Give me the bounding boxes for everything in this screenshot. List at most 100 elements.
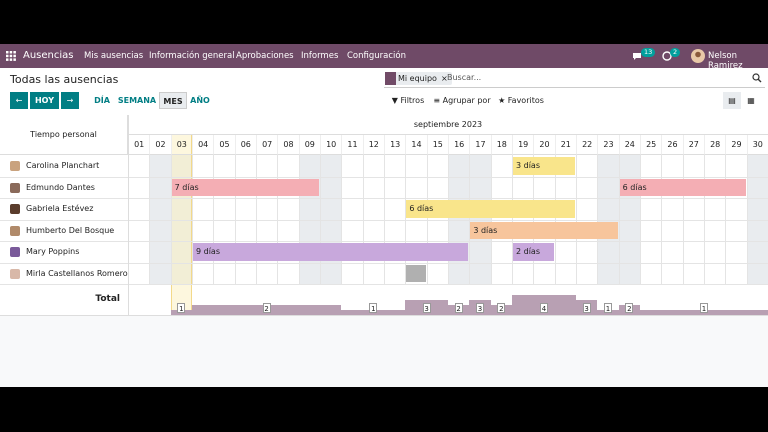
day-header: 17 bbox=[469, 135, 491, 155]
leave-bar[interactable]: 6 días bbox=[619, 178, 746, 196]
total-value: 2 bbox=[625, 303, 634, 313]
bottom-border bbox=[0, 315, 768, 316]
next-button[interactable]: → bbox=[61, 92, 79, 109]
leave-bar-label: 7 días bbox=[174, 182, 199, 192]
day-header: 08 bbox=[277, 135, 299, 155]
total-value: 3 bbox=[422, 303, 431, 313]
total-value: 1 bbox=[177, 303, 186, 313]
today-column bbox=[170, 135, 192, 315]
row-line bbox=[0, 176, 768, 178]
day-header: 22 bbox=[576, 135, 598, 155]
day-header: 04 bbox=[192, 135, 214, 155]
prev-button[interactable]: ← bbox=[10, 92, 28, 109]
leave-bar[interactable]: 9 días bbox=[193, 243, 469, 261]
total-label: Total bbox=[95, 294, 120, 304]
total-value: 2 bbox=[262, 303, 271, 313]
favorites-button[interactable]: ★ Favoritos bbox=[498, 96, 544, 105]
day-header: 02 bbox=[149, 135, 171, 155]
user-name[interactable]: Nelson Ramirez bbox=[708, 51, 743, 71]
day-header: 20 bbox=[533, 135, 555, 155]
search-placeholder[interactable]: Buscar... bbox=[447, 73, 482, 82]
row-line bbox=[0, 262, 768, 264]
day-header: 11 bbox=[341, 135, 363, 155]
total-value: 3 bbox=[476, 303, 484, 313]
employee-name: Humberto Del Bosque bbox=[26, 225, 115, 235]
day-header: 14 bbox=[405, 135, 427, 155]
leave-bar[interactable]: 7 días bbox=[171, 178, 319, 196]
day-header: 01 bbox=[128, 135, 150, 155]
search-icon[interactable] bbox=[752, 73, 762, 83]
day-header: 18 bbox=[490, 135, 512, 155]
employee-name: Mary Poppins bbox=[26, 247, 80, 256]
total-value: 1 bbox=[604, 303, 612, 313]
groupby-button[interactable]: ≡ Agrupar por bbox=[433, 96, 491, 105]
employee-avatar bbox=[10, 268, 20, 279]
leave-bar-label: 6 días bbox=[622, 182, 647, 192]
leave-bar-label: 9 días bbox=[196, 247, 221, 256]
leave-bar-label: 6 días bbox=[409, 204, 434, 213]
leave-bar[interactable]: 3 días bbox=[513, 157, 575, 175]
employee-name: Mirla Castellanos Romero bbox=[26, 268, 128, 278]
view-title: Todas las ausencias bbox=[10, 73, 119, 86]
day-header: 27 bbox=[682, 135, 704, 155]
gantt: Tiempo personal septiembre 2023 01 02 03 04 05… bbox=[0, 115, 768, 316]
day-header: 30 bbox=[746, 135, 768, 155]
row-line bbox=[0, 284, 768, 285]
apps-icon[interactable] bbox=[6, 51, 16, 61]
today-button[interactable]: HOY bbox=[30, 92, 59, 109]
scale-button[interactable]: MES bbox=[159, 92, 187, 109]
day-header: 07 bbox=[256, 135, 278, 155]
activity-badge: 2 bbox=[670, 48, 681, 57]
filters-button[interactable]: ▼ Filtros bbox=[391, 96, 425, 105]
menu-item[interactable]: Configuración bbox=[347, 51, 406, 61]
calendar-view-button[interactable]: ▦ bbox=[747, 96, 755, 105]
employee-avatar bbox=[10, 161, 20, 171]
day-header: 23 bbox=[597, 135, 619, 155]
menu-item[interactable]: Información general bbox=[149, 51, 235, 61]
month-header: septiembre 2023 bbox=[128, 115, 768, 135]
leave-bar[interactable]: 6 días bbox=[406, 200, 575, 218]
day-header: 05 bbox=[213, 135, 235, 155]
avatar[interactable] bbox=[691, 49, 705, 63]
employee-avatar bbox=[10, 225, 20, 236]
facet-remove[interactable]: × bbox=[440, 74, 448, 83]
total-value: 1 bbox=[700, 303, 708, 313]
employee-name: Gabriela Estévez bbox=[26, 204, 94, 213]
search-facet[interactable]: Mi equipo × bbox=[385, 72, 452, 85]
facet-text: Mi equipo bbox=[398, 74, 437, 83]
filters-text: Filtros bbox=[400, 96, 425, 105]
row-line bbox=[0, 198, 768, 199]
employee-avatar bbox=[10, 204, 20, 214]
app-name[interactable]: Ausencias bbox=[23, 50, 74, 61]
leave-bar[interactable] bbox=[406, 264, 426, 282]
row-line bbox=[0, 219, 768, 221]
leave-bar-label: 3 días bbox=[473, 225, 498, 235]
day-header: 19 bbox=[512, 135, 534, 155]
day-header: 03 bbox=[170, 135, 192, 155]
day-header: 16 bbox=[448, 135, 470, 155]
scale-button[interactable]: SEMANA bbox=[117, 96, 157, 105]
leave-bar[interactable]: 2 días bbox=[513, 243, 554, 261]
facet-icon bbox=[385, 72, 396, 85]
leave-bar[interactable]: 3 días bbox=[470, 221, 618, 239]
employee-name: Edmundo Dantes bbox=[26, 182, 95, 192]
row-header: Tiempo personal bbox=[0, 115, 128, 155]
employee-name: Carolina Planchart bbox=[26, 161, 100, 170]
total-value: 4 bbox=[540, 303, 548, 313]
day-header: 24 bbox=[618, 135, 640, 155]
navbar: Ausencias Mis ausencias Información gene… bbox=[0, 44, 768, 71]
total-value: 3 bbox=[582, 303, 591, 313]
row-line bbox=[0, 241, 768, 242]
menu-item[interactable]: Mis ausencias bbox=[84, 51, 144, 61]
menu-item[interactable]: Aprobaciones bbox=[236, 51, 294, 61]
leave-bar-label: 3 días bbox=[516, 161, 541, 170]
employee-avatar bbox=[10, 247, 20, 257]
day-header: 21 bbox=[554, 135, 576, 155]
scale-button[interactable]: AÑO bbox=[190, 96, 210, 105]
scale-button[interactable]: DÍA bbox=[94, 96, 110, 105]
menu-item[interactable]: Informes bbox=[301, 51, 339, 61]
search-bar[interactable]: Mi equipo × Buscar... bbox=[384, 71, 765, 88]
gantt-view-button[interactable]: ▤ bbox=[723, 92, 741, 109]
chat-icon[interactable] bbox=[632, 52, 642, 61]
